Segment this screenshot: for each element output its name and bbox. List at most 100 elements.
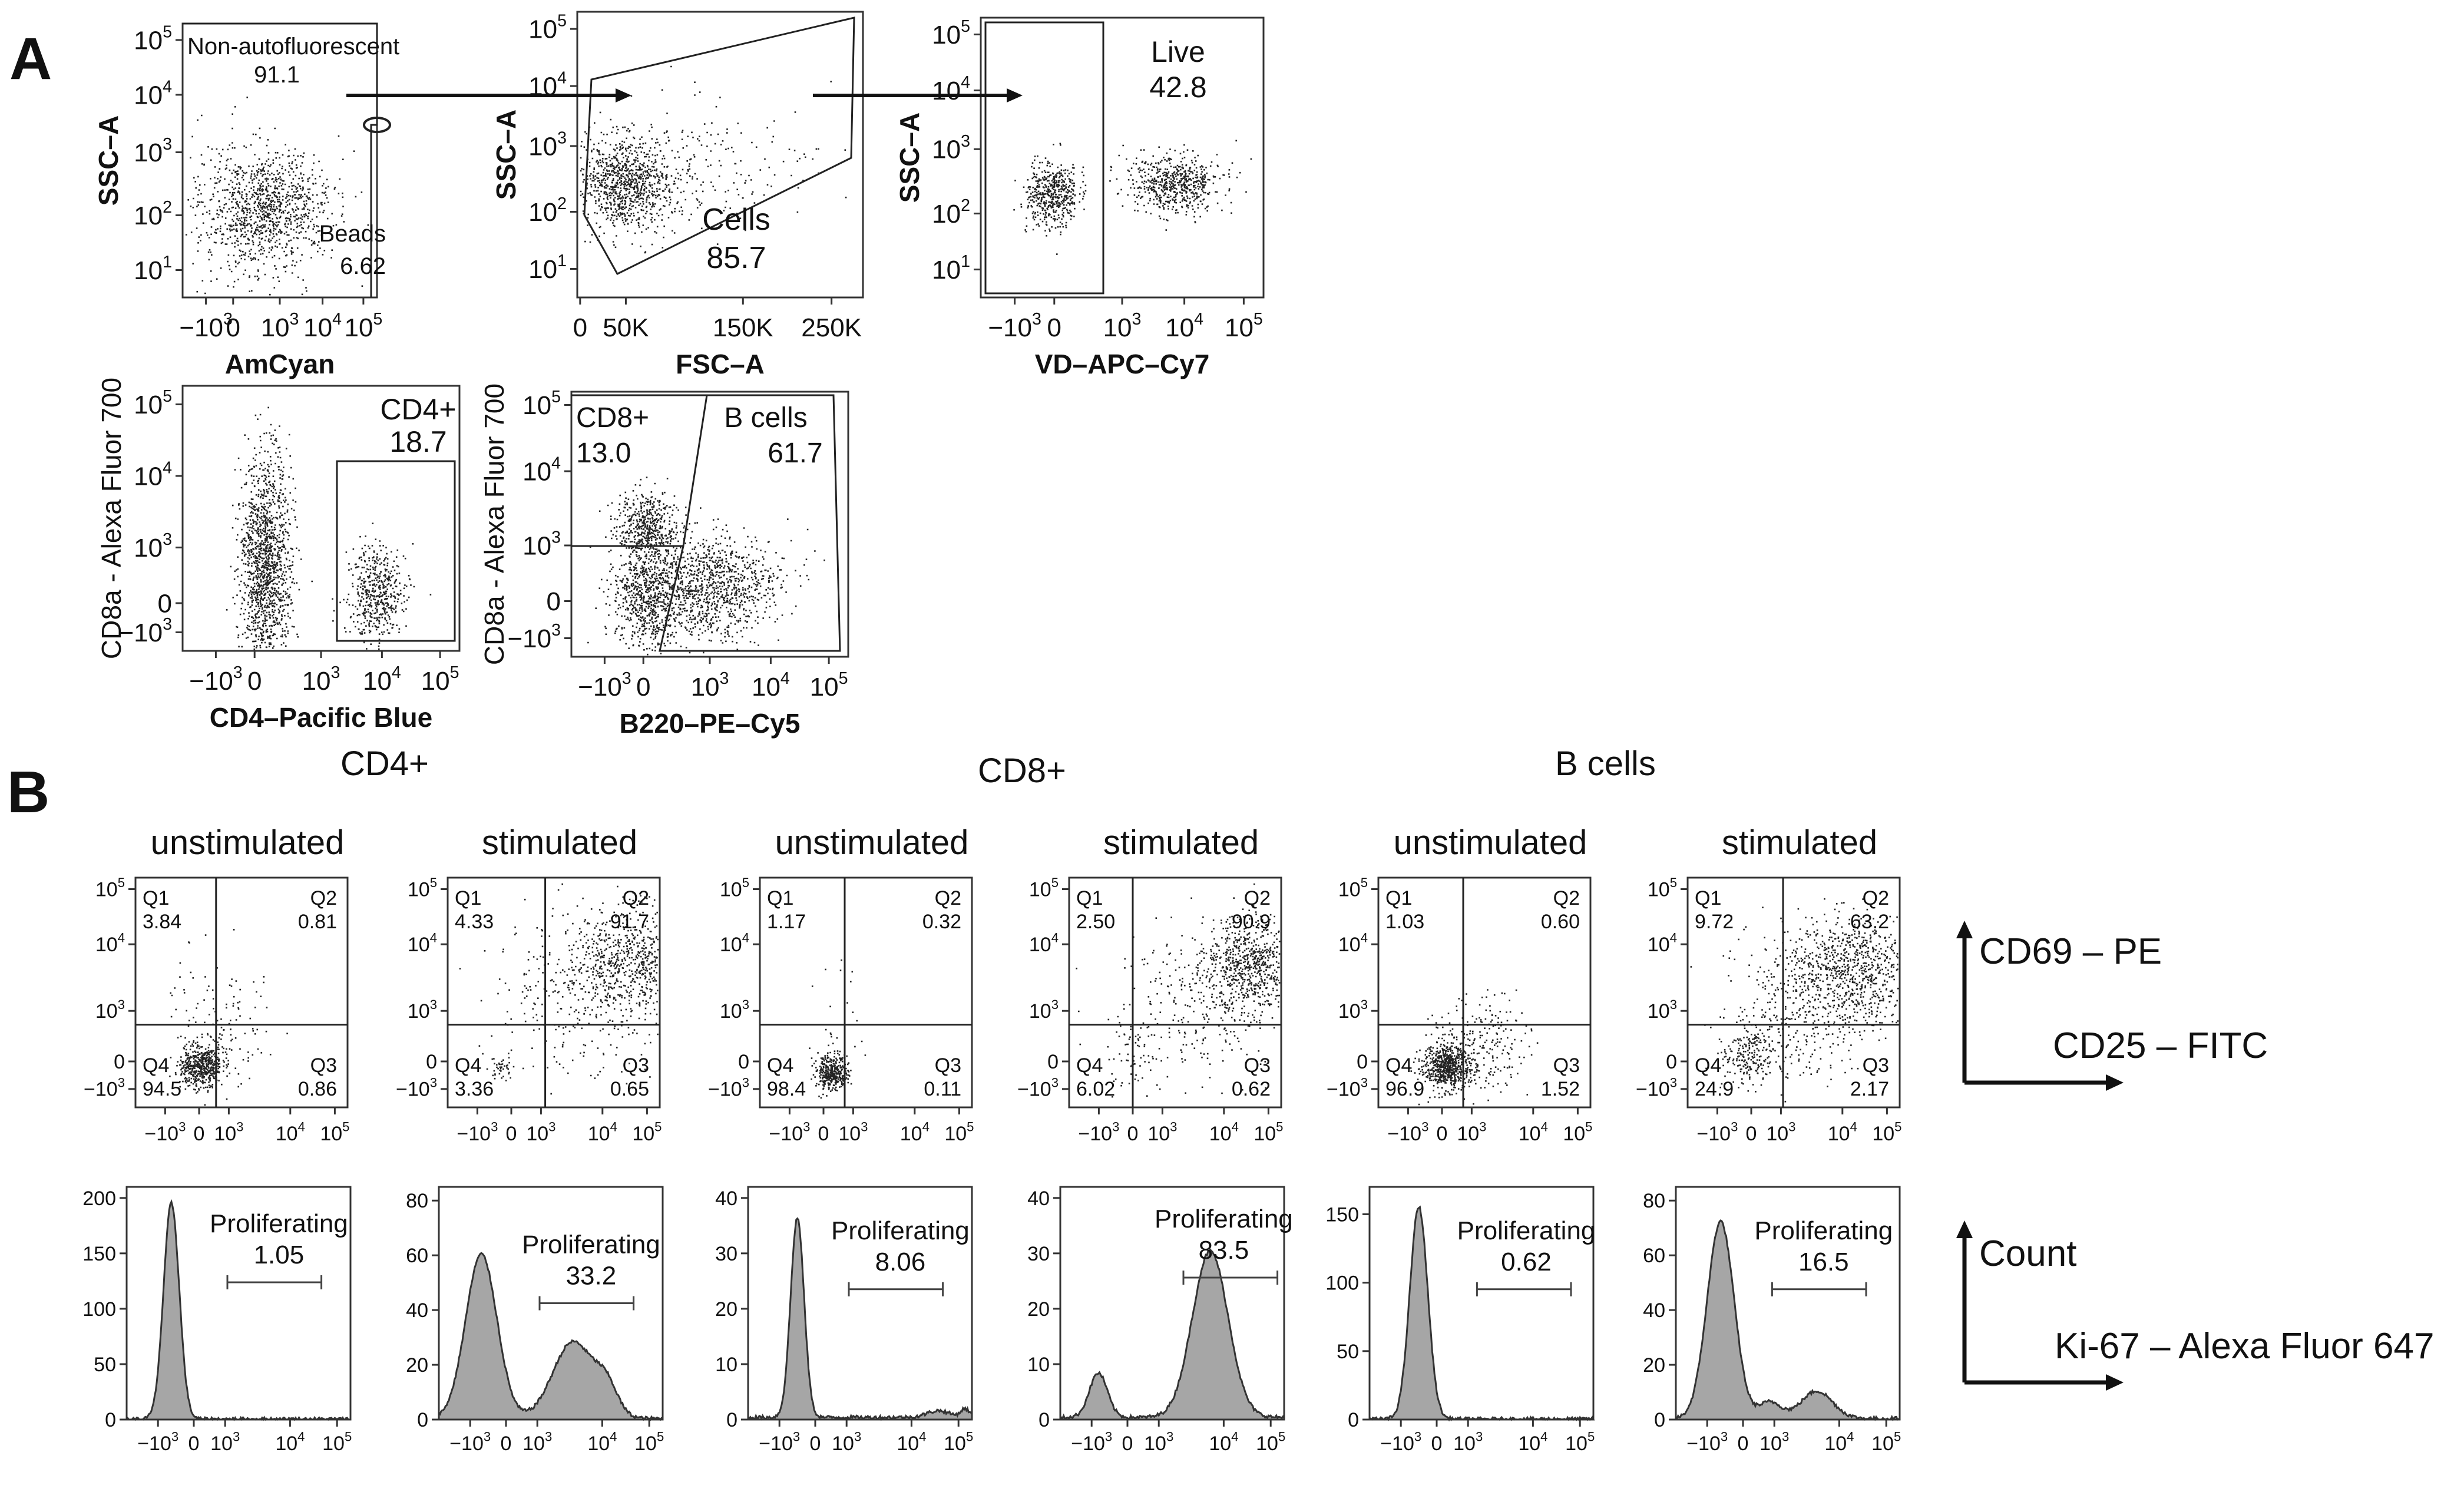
y-tick-label: 105 (932, 17, 970, 49)
y-tick-label: 102 (932, 196, 970, 229)
y-tick-label: 103 (720, 997, 749, 1023)
x-tick-label: 104 (587, 1430, 617, 1455)
chart-a3: −103 0 103 104 105 101 102 103 104 105 VD–APC–Cy7 S… (894, 16, 1265, 379)
gate-live (984, 21, 1104, 295)
quadrant-label: Q1 (767, 887, 793, 909)
plot-frame (759, 876, 973, 1109)
x-tick-label: 103 (302, 663, 340, 696)
quadrant-label: Q1 (455, 887, 481, 909)
gate-label: Proliferating (1457, 1216, 1596, 1245)
cell-cloud (486, 1053, 515, 1081)
legend-axes-cd (1956, 921, 2124, 1091)
x-tick-label: 0 (636, 673, 650, 702)
cell-cloud (169, 1033, 229, 1106)
y-tick-label: 0 (738, 1051, 749, 1073)
group-title-bcells: B cells (1555, 745, 1656, 783)
plot-frame (181, 385, 461, 652)
y-tick-label: 101 (528, 252, 567, 284)
x-tick-label: 0 (1431, 1433, 1443, 1455)
x-tick-label: 105 (810, 669, 848, 702)
gate-value: 85.7 (706, 241, 766, 275)
cell-cloud (1013, 143, 1087, 255)
quadrant-value: 0.60 (1541, 911, 1580, 933)
quadrant-label: Q4 (455, 1054, 481, 1077)
panel-label-b: B (7, 759, 50, 825)
y-tick-label: 104 (95, 931, 125, 956)
histogram-area (124, 1199, 350, 1421)
quadrant-label: Q3 (1863, 1054, 1889, 1077)
chart-b6: −103 0 103 104 105−1030103104105Q19.72Q263.2… (1636, 875, 1901, 1145)
x-tick-label: −103 (769, 1120, 810, 1145)
x-tick-label: 105 (322, 1430, 352, 1455)
condition-title: stimulated (1103, 823, 1259, 862)
x-axis-label: B220–PE–Cy5 (620, 708, 801, 739)
y-tick-label: 0 (1047, 1051, 1059, 1073)
condition-title: unstimulated (775, 823, 969, 862)
x-tick-label: 105 (421, 663, 459, 696)
quadrant-label: Q2 (1244, 887, 1271, 909)
y-tick-label: 50 (1337, 1341, 1359, 1363)
quadrant-value: 1.17 (767, 911, 806, 933)
quadrant-value: 0.86 (298, 1078, 337, 1100)
x-tick-label: 0 (573, 313, 587, 342)
plot-frame (980, 16, 1265, 299)
cell-cloud (583, 65, 847, 254)
x-tick-label: −103 (1380, 1430, 1421, 1455)
quadrant-label: Q1 (1385, 887, 1412, 909)
quadrant-value: 4.33 (455, 911, 494, 933)
histogram-area (1059, 1248, 1285, 1421)
chart-h1: −103 0 103 104 105 0 50 100 150 200 Proliferating1… (82, 1186, 352, 1455)
y-tick-label: 102 (134, 198, 172, 230)
y-tick-label: 80 (406, 1190, 428, 1212)
y-tick-label: −103 (1017, 1075, 1059, 1100)
y-tick-label: 10 (1027, 1354, 1050, 1376)
x-tick-label: 104 (1165, 310, 1203, 342)
x-axis-label: AmCyan (225, 349, 335, 379)
y-tick-label: 20 (1027, 1298, 1050, 1321)
y-tick-label: 0 (105, 1409, 116, 1431)
x-tick-label: −103 (144, 1120, 186, 1145)
condition-title: unstimulated (151, 823, 345, 862)
x-tick-label: 103 (1759, 1430, 1789, 1455)
x-tick-label: 105 (1871, 1430, 1901, 1455)
x-tick-label: 105 (344, 310, 382, 342)
x-tick-label: 0 (1047, 313, 1061, 342)
x-tick-label: 0 (1738, 1433, 1749, 1455)
x-tick-label: −103 (759, 1430, 800, 1455)
y-tick-label: 105 (1338, 875, 1368, 901)
y-tick-label: 105 (134, 23, 172, 55)
quadrant-value: 0.81 (298, 911, 337, 933)
plot-frame (181, 22, 378, 299)
x-tick-label: 103 (1453, 1430, 1483, 1455)
quadrant-label: Q3 (1244, 1054, 1271, 1077)
chart-h4: −103 0 103 104 105 0 10 20 30 40 Proliferating 83.5 (1027, 1186, 1293, 1455)
x-tick-label: 0 (1437, 1123, 1448, 1145)
chart-h3: −103 0 103 104 105 0 10 20 30 40 Proliferating 8.06 (715, 1186, 973, 1455)
x-tick-label: 105 (1225, 310, 1263, 342)
x-tick-label: 0 (194, 1123, 205, 1145)
y-tick-label: 105 (528, 12, 567, 44)
x-tick-label: 0 (226, 313, 240, 342)
gate-label: Beads (319, 221, 386, 247)
x-tick-label: 250K (801, 313, 862, 342)
legend-x-arrow-head (2106, 1074, 2124, 1091)
x-tick-label: 0 (810, 1433, 821, 1455)
y-axis-label: CD8a - Alexa Fluor 700 (479, 383, 510, 665)
x-tick-label: 104 (897, 1430, 926, 1455)
y-tick-label: 104 (522, 454, 561, 487)
y-axis-label: SSC–A (491, 110, 521, 200)
gate-value: 6.62 (340, 253, 386, 279)
quadrant-label: Q2 (935, 887, 961, 909)
quadrant-label: Q4 (1695, 1054, 1721, 1077)
x-tick-label: −103 (189, 663, 243, 696)
x-tick-label: −103 (457, 1120, 498, 1145)
gate-cd4 (336, 460, 456, 642)
x-tick-label: 104 (1828, 1120, 1857, 1145)
quadrant-label: Q2 (1863, 887, 1889, 909)
quadrant-label: Q4 (1076, 1054, 1103, 1077)
y-tick-label: 40 (715, 1187, 737, 1210)
quadrant-label: Q3 (1553, 1054, 1580, 1077)
x-tick-label: 104 (1824, 1430, 1854, 1455)
legend-count-label: Count (1979, 1233, 2077, 1274)
